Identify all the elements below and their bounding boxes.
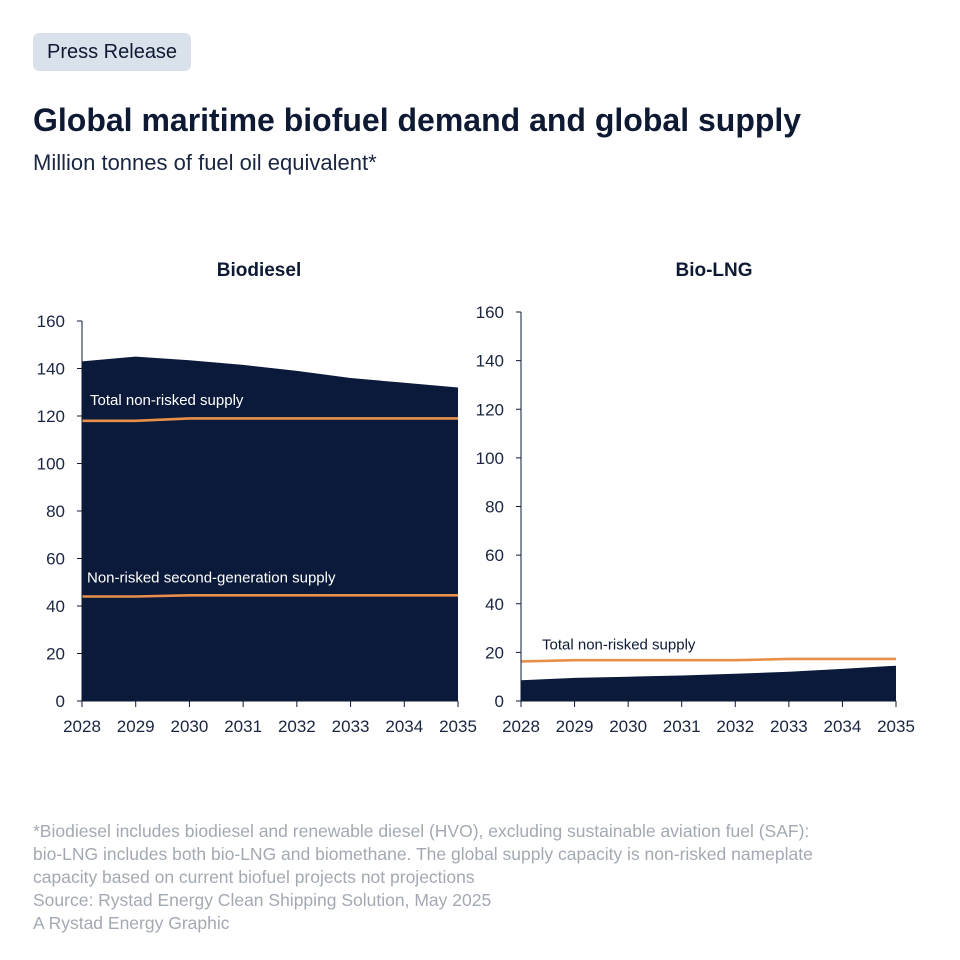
x-tick-label: 2031 xyxy=(224,717,262,736)
panel-title: Bio-LNG xyxy=(675,260,752,281)
x-tick-label: 2029 xyxy=(117,717,155,736)
y-tick-label: 160 xyxy=(37,312,65,331)
x-tick-label: 2029 xyxy=(556,717,594,736)
series-label: Total non-risked supply xyxy=(542,636,696,653)
y-tick-label: 20 xyxy=(46,645,65,664)
footnote-line: bio-LNG includes both bio-LNG and biomet… xyxy=(33,844,813,864)
x-tick-label: 2033 xyxy=(332,717,370,736)
credit-note: A Rystad Energy Graphic xyxy=(33,913,230,933)
x-tick-label: 2032 xyxy=(716,717,754,736)
y-tick-label: 40 xyxy=(46,597,65,616)
y-tick-label: 60 xyxy=(485,546,504,565)
y-tick-label: 100 xyxy=(476,449,504,468)
y-tick-label: 40 xyxy=(485,595,504,614)
y-tick-label: 80 xyxy=(485,498,504,517)
series-label: Non-risked second-generation supply xyxy=(87,570,336,587)
source-note: Source: Rystad Energy Clean Shipping Sol… xyxy=(33,890,492,910)
demand-area xyxy=(82,356,458,701)
y-tick-label: 60 xyxy=(46,550,65,569)
chart-subtitle: Million tonnes of fuel oil equivalent* xyxy=(33,150,377,175)
panel-title: Biodiesel xyxy=(217,260,301,281)
y-tick-label: 120 xyxy=(37,407,65,426)
y-tick-label: 120 xyxy=(476,400,504,419)
x-tick-label: 2035 xyxy=(877,717,915,736)
y-tick-label: 0 xyxy=(495,692,504,711)
demand-area xyxy=(521,665,896,701)
footnote-line: *Biodiesel includes biodiesel and renewa… xyxy=(33,821,810,841)
charts-canvas: Biodiesel Total non-risked supply Non-risk… xyxy=(37,260,915,736)
x-tick-label: 2030 xyxy=(171,717,209,736)
y-tick-label: 160 xyxy=(476,303,504,322)
supply-line xyxy=(82,417,458,423)
x-tick-label: 2032 xyxy=(278,717,316,736)
y-tick-label: 80 xyxy=(46,502,65,521)
footnote-line: capacity based on current biofuel projec… xyxy=(33,867,475,887)
x-tick-label: 2033 xyxy=(770,717,808,736)
y-tick-label: 140 xyxy=(37,360,65,379)
x-tick-label: 2034 xyxy=(385,717,423,736)
chart-panel-bio-lng: Bio-LNG Total non-risked supply 0 20 40 60 80 1… xyxy=(476,260,915,736)
x-tick-label: 2035 xyxy=(439,717,477,736)
chart-panel-biodiesel: Biodiesel Total non-risked supply Non-risk… xyxy=(37,260,477,736)
chart-title: Global maritime biofuel demand and globa… xyxy=(33,102,802,138)
y-tick-label: 20 xyxy=(485,643,504,662)
x-tick-label: 2031 xyxy=(663,717,701,736)
y-tick-label: 0 xyxy=(56,692,65,711)
x-tick-label: 2034 xyxy=(824,717,862,736)
y-tick-label: 100 xyxy=(37,455,65,474)
x-tick-label: 2028 xyxy=(63,717,101,736)
y-tick-label: 140 xyxy=(476,352,504,371)
footnote: *Biodiesel includes biodiesel and renewa… xyxy=(33,820,933,935)
x-tick-label: 2028 xyxy=(502,717,540,736)
press-release-badge: Press Release xyxy=(33,33,192,71)
supply-line xyxy=(520,657,896,663)
series-label: Total non-risked supply xyxy=(90,392,244,409)
x-tick-label: 2030 xyxy=(609,717,647,736)
supply-line xyxy=(82,593,458,598)
